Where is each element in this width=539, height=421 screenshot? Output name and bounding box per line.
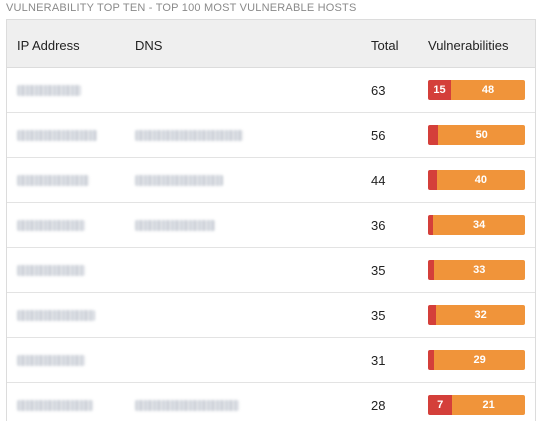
high-segment[interactable]: 21 bbox=[452, 395, 525, 415]
table-row[interactable]: 56 50 bbox=[7, 113, 535, 158]
critical-segment[interactable] bbox=[428, 215, 434, 235]
ip-address-cell-redacted bbox=[17, 355, 85, 366]
critical-segment[interactable] bbox=[428, 260, 434, 280]
column-header-ip[interactable]: IP Address bbox=[17, 38, 80, 53]
vulnerable-hosts-table: IP Address DNS Total Vulnerabilities 63 1… bbox=[6, 19, 536, 421]
critical-segment[interactable]: 7 bbox=[428, 395, 453, 415]
table-row[interactable]: 36 34 bbox=[7, 203, 535, 248]
total-cell: 44 bbox=[371, 173, 386, 188]
ip-address-cell-redacted bbox=[17, 175, 89, 186]
critical-segment[interactable] bbox=[428, 305, 437, 325]
high-segment[interactable]: 34 bbox=[433, 215, 525, 235]
critical-segment[interactable]: 15 bbox=[428, 80, 452, 100]
total-cell: 31 bbox=[371, 353, 386, 368]
dns-cell-redacted bbox=[135, 130, 243, 141]
high-segment[interactable]: 40 bbox=[436, 170, 525, 190]
high-segment[interactable]: 32 bbox=[436, 305, 525, 325]
total-cell: 35 bbox=[371, 308, 386, 323]
vulnerability-bar[interactable]: 33 bbox=[428, 260, 525, 280]
ip-address-cell-redacted bbox=[17, 310, 95, 321]
table-row[interactable]: 63 15 48 bbox=[7, 68, 535, 113]
column-header-total[interactable]: Total bbox=[371, 38, 399, 53]
high-segment[interactable]: 48 bbox=[451, 80, 525, 100]
dns-cell-redacted bbox=[135, 175, 223, 186]
vulnerability-bar[interactable]: 50 bbox=[428, 125, 525, 145]
high-segment[interactable]: 29 bbox=[434, 350, 525, 370]
table-row[interactable]: 35 32 bbox=[7, 293, 535, 338]
vulnerability-bar[interactable]: 7 21 bbox=[428, 395, 525, 415]
table-body: 63 15 48 56 50 44 40 36 34 35 33 35 32 31 29 28 7 21 bbox=[7, 68, 535, 421]
critical-segment[interactable] bbox=[428, 170, 437, 190]
table-header: IP Address DNS Total Vulnerabilities bbox=[7, 20, 535, 68]
vulnerability-bar[interactable]: 32 bbox=[428, 305, 525, 325]
total-cell: 63 bbox=[371, 83, 386, 98]
high-segment[interactable]: 50 bbox=[438, 125, 525, 145]
critical-segment[interactable] bbox=[428, 350, 435, 370]
dns-cell-redacted bbox=[135, 400, 239, 411]
total-cell: 28 bbox=[371, 398, 386, 413]
ip-address-cell-redacted bbox=[17, 265, 85, 276]
high-segment[interactable]: 33 bbox=[433, 260, 525, 280]
vulnerability-bar[interactable]: 40 bbox=[428, 170, 525, 190]
ip-address-cell-redacted bbox=[17, 400, 93, 411]
table-row[interactable]: 31 29 bbox=[7, 338, 535, 383]
total-cell: 36 bbox=[371, 218, 386, 233]
vulnerability-bar[interactable]: 29 bbox=[428, 350, 525, 370]
ip-address-cell-redacted bbox=[17, 130, 97, 141]
ip-address-cell-redacted bbox=[17, 85, 81, 96]
vulnerability-bar[interactable]: 15 48 bbox=[428, 80, 525, 100]
ip-address-cell-redacted bbox=[17, 220, 85, 231]
table-row[interactable]: 44 40 bbox=[7, 158, 535, 203]
table-row[interactable]: 35 33 bbox=[7, 248, 535, 293]
vulnerability-bar[interactable]: 34 bbox=[428, 215, 525, 235]
column-header-vulnerabilities[interactable]: Vulnerabilities bbox=[428, 38, 509, 53]
dns-cell-redacted bbox=[135, 220, 215, 231]
total-cell: 56 bbox=[371, 128, 386, 143]
column-header-dns[interactable]: DNS bbox=[135, 38, 163, 53]
total-cell: 35 bbox=[371, 263, 386, 278]
widget-title: VULNERABILITY TOP TEN - TOP 100 MOST VUL… bbox=[6, 2, 357, 14]
table-row[interactable]: 28 7 21 bbox=[7, 383, 535, 421]
critical-segment[interactable] bbox=[428, 125, 439, 145]
